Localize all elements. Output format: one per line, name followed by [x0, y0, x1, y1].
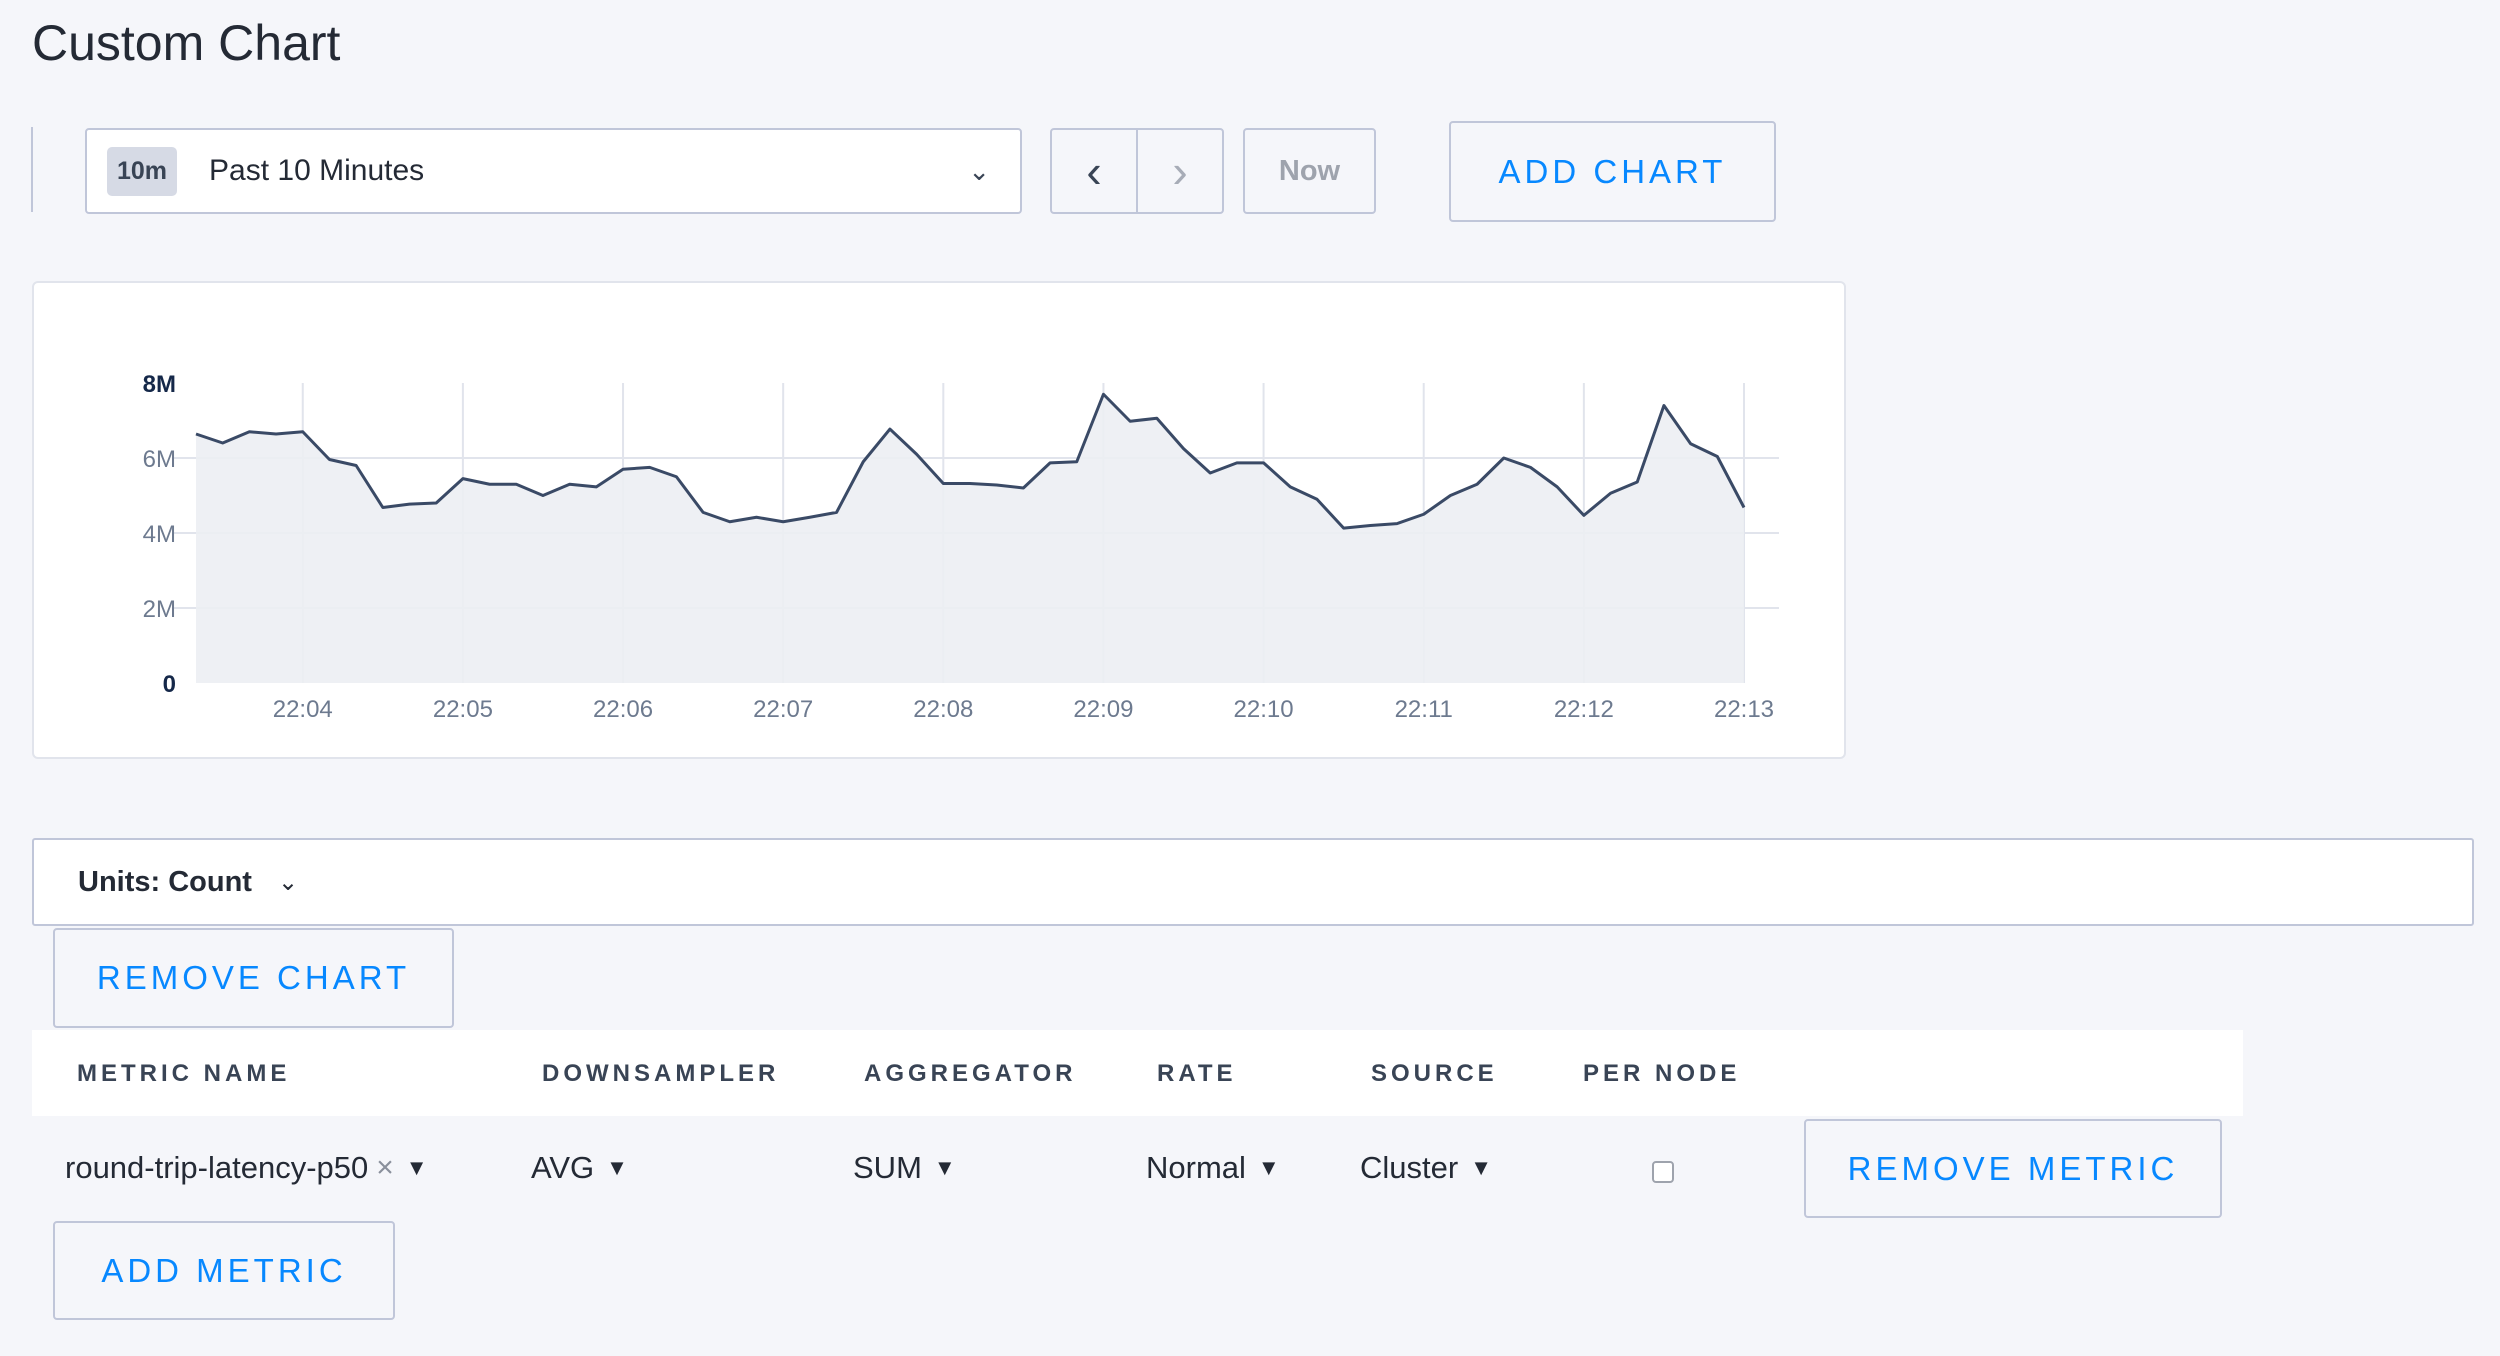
chevron-right-icon[interactable]: › [1172, 145, 1188, 197]
now-button[interactable]: Now [1243, 128, 1376, 214]
per-node-checkbox[interactable] [1652, 1161, 1674, 1183]
rate-value: Normal [1146, 1150, 1246, 1185]
add-metric-button[interactable]: ADD METRIC [53, 1221, 395, 1320]
aggregator-value: SUM [853, 1150, 922, 1185]
x-tick-label: 22:10 [1234, 696, 1294, 723]
header-per-node: PER NODE [1583, 1060, 1741, 1087]
add-chart-button[interactable]: ADD CHART [1449, 121, 1776, 222]
remove-chart-button[interactable]: REMOVE CHART [53, 928, 454, 1028]
header-rate: RATE [1157, 1060, 1237, 1087]
x-tick-label: 22:05 [433, 696, 493, 723]
page-title: Custom Chart [32, 15, 341, 71]
chart-card: 0 2M 4M 6M 8M 22:04 22:05 22:06 22:07 22:08 22:09 2… [32, 281, 1846, 759]
header-downsampler: DOWNSAMPLER [542, 1060, 780, 1087]
line-chart: 0 2M 4M 6M 8M 22:04 22:05 22:06 22:07 22:08 22:09 2… [143, 371, 1779, 723]
caret-down-icon: ▼ [405, 1155, 428, 1180]
chevron-down-icon: ⌄ [968, 156, 990, 186]
time-range-badge: 10m [107, 146, 178, 196]
remove-metric-button[interactable]: REMOVE METRIC [1804, 1119, 2222, 1218]
x-tick-label: 22:13 [1714, 696, 1774, 723]
x-tick-label: 22:12 [1554, 696, 1614, 723]
chevron-left-icon[interactable]: ‹ [1052, 130, 1138, 212]
units-dropdown[interactable]: Units: Count ⌄ [32, 838, 2474, 926]
time-range-label: Past 10 Minutes [209, 154, 425, 187]
x-tick-label: 22:04 [273, 696, 333, 723]
time-range-dropdown[interactable]: 10m Past 10 Minutes ⌄ [85, 128, 1022, 214]
y-tick-label: 8M [143, 371, 176, 398]
metric-name-select[interactable]: round-trip-latency-p50 × ▼ [65, 1150, 428, 1186]
y-tick-label: 6M [143, 446, 176, 473]
y-tick-label: 2M [143, 596, 176, 623]
downsampler-value: AVG [531, 1150, 595, 1185]
caret-down-icon: ▼ [1470, 1155, 1492, 1180]
x-tick-label: 22:07 [753, 696, 813, 723]
x-tick-label: 22:06 [593, 696, 653, 723]
caret-down-icon: ▼ [606, 1155, 628, 1180]
y-tick-label: 0 [163, 671, 176, 698]
caret-down-icon: ▼ [1257, 1155, 1280, 1180]
units-label: Units: Count [78, 865, 252, 898]
y-tick-label: 4M [143, 521, 176, 548]
x-tick-label: 22:09 [1073, 696, 1133, 723]
source-select[interactable]: Cluster ▼ [1360, 1150, 1492, 1186]
source-value: Cluster [1360, 1150, 1459, 1185]
x-tick-label: 22:08 [913, 696, 973, 723]
metrics-table-header: METRIC NAME DOWNSAMPLER AGGREGATOR RATE … [32, 1030, 2243, 1116]
x-tick-label: 22:11 [1395, 696, 1453, 723]
header-source: SOURCE [1371, 1060, 1498, 1087]
aggregator-select[interactable]: SUM ▼ [853, 1150, 956, 1186]
divider [31, 127, 33, 212]
caret-down-icon: ▼ [933, 1155, 956, 1180]
chevron-down-icon: ⌄ [277, 868, 299, 896]
series-area [196, 394, 1744, 683]
header-aggregator: AGGREGATOR [864, 1060, 1077, 1087]
time-nav-group: ‹ › [1050, 128, 1224, 214]
header-metric-name: METRIC NAME [77, 1060, 291, 1087]
downsampler-select[interactable]: AVG ▼ [531, 1150, 628, 1186]
clear-icon[interactable]: × [376, 1151, 394, 1184]
metric-name-value: round-trip-latency-p50 [65, 1150, 369, 1185]
rate-select[interactable]: Normal ▼ [1146, 1150, 1280, 1186]
